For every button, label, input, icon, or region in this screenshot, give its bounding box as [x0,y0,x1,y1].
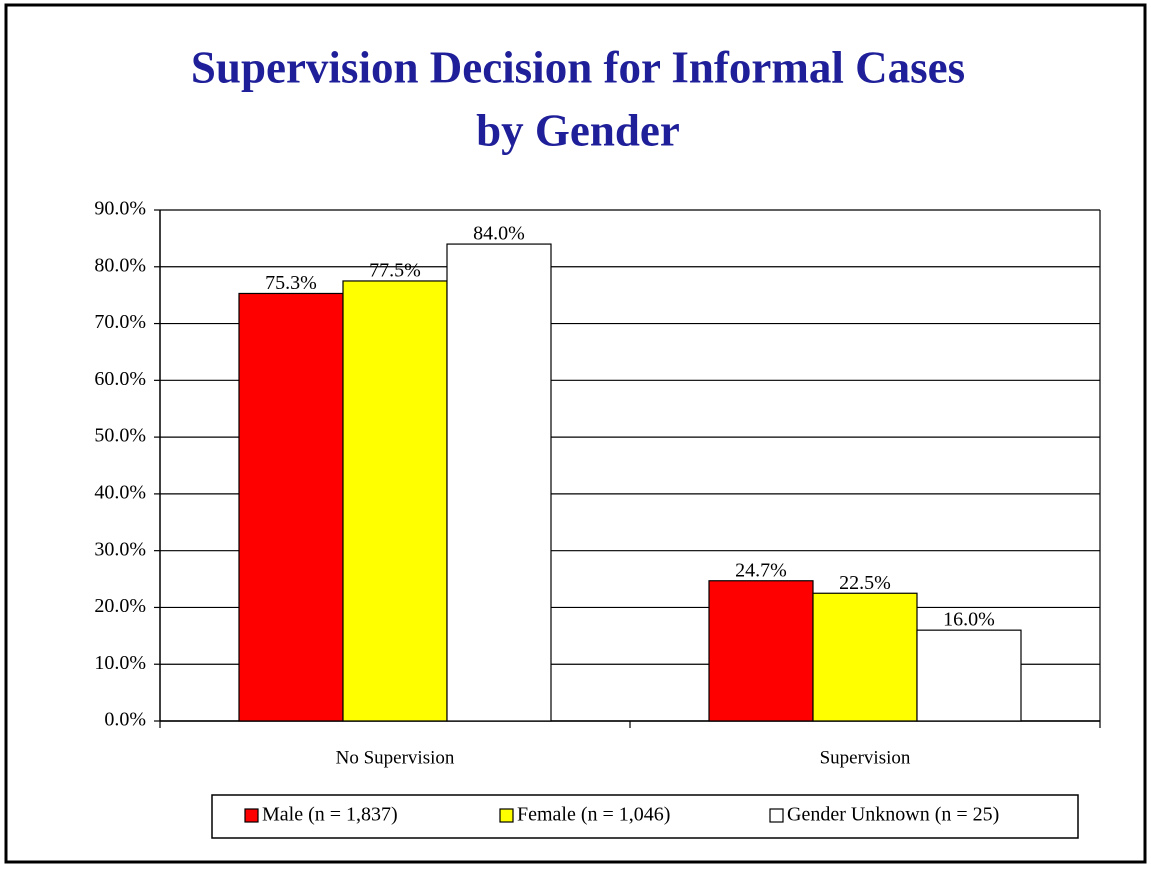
y-tick-label: 80.0% [94,254,146,276]
value-label: 84.0% [473,223,525,245]
x-tick-label: Supervision [820,747,911,768]
chart-title: by Gender [476,105,680,155]
y-tick-label: 20.0% [94,595,146,617]
x-tick-label: No Supervision [336,747,455,768]
value-label: 22.5% [839,572,891,594]
y-tick-label: 40.0% [94,481,146,503]
value-label: 75.3% [265,272,317,294]
bar [916,629,1022,722]
chart-title: Supervision Decision for Informal Cases [191,42,965,92]
y-tick-label: 90.0% [94,198,146,220]
y-tick-label: 60.0% [94,368,146,390]
value-label: 77.5% [369,260,421,282]
legend-swatch [499,808,514,823]
legend-label: Gender Unknown (n = 25) [787,804,999,826]
legend-label: Female (n = 1,046) [517,804,670,826]
legend [211,794,1079,839]
bar [446,243,552,722]
y-tick-label: 0.0% [104,709,146,731]
y-tick-label: 50.0% [94,425,146,447]
value-label: 16.0% [943,609,995,631]
y-tick-label: 30.0% [94,538,146,560]
bar [708,580,814,722]
y-tick-label: 10.0% [94,652,146,674]
legend-label: Male (n = 1,837) [262,804,398,826]
bar [812,592,918,722]
bar [238,292,344,722]
y-tick-label: 70.0% [94,311,146,333]
value-label: 24.7% [735,559,787,581]
legend-swatch [769,808,784,823]
legend-swatch [244,808,259,823]
bar [342,280,448,722]
